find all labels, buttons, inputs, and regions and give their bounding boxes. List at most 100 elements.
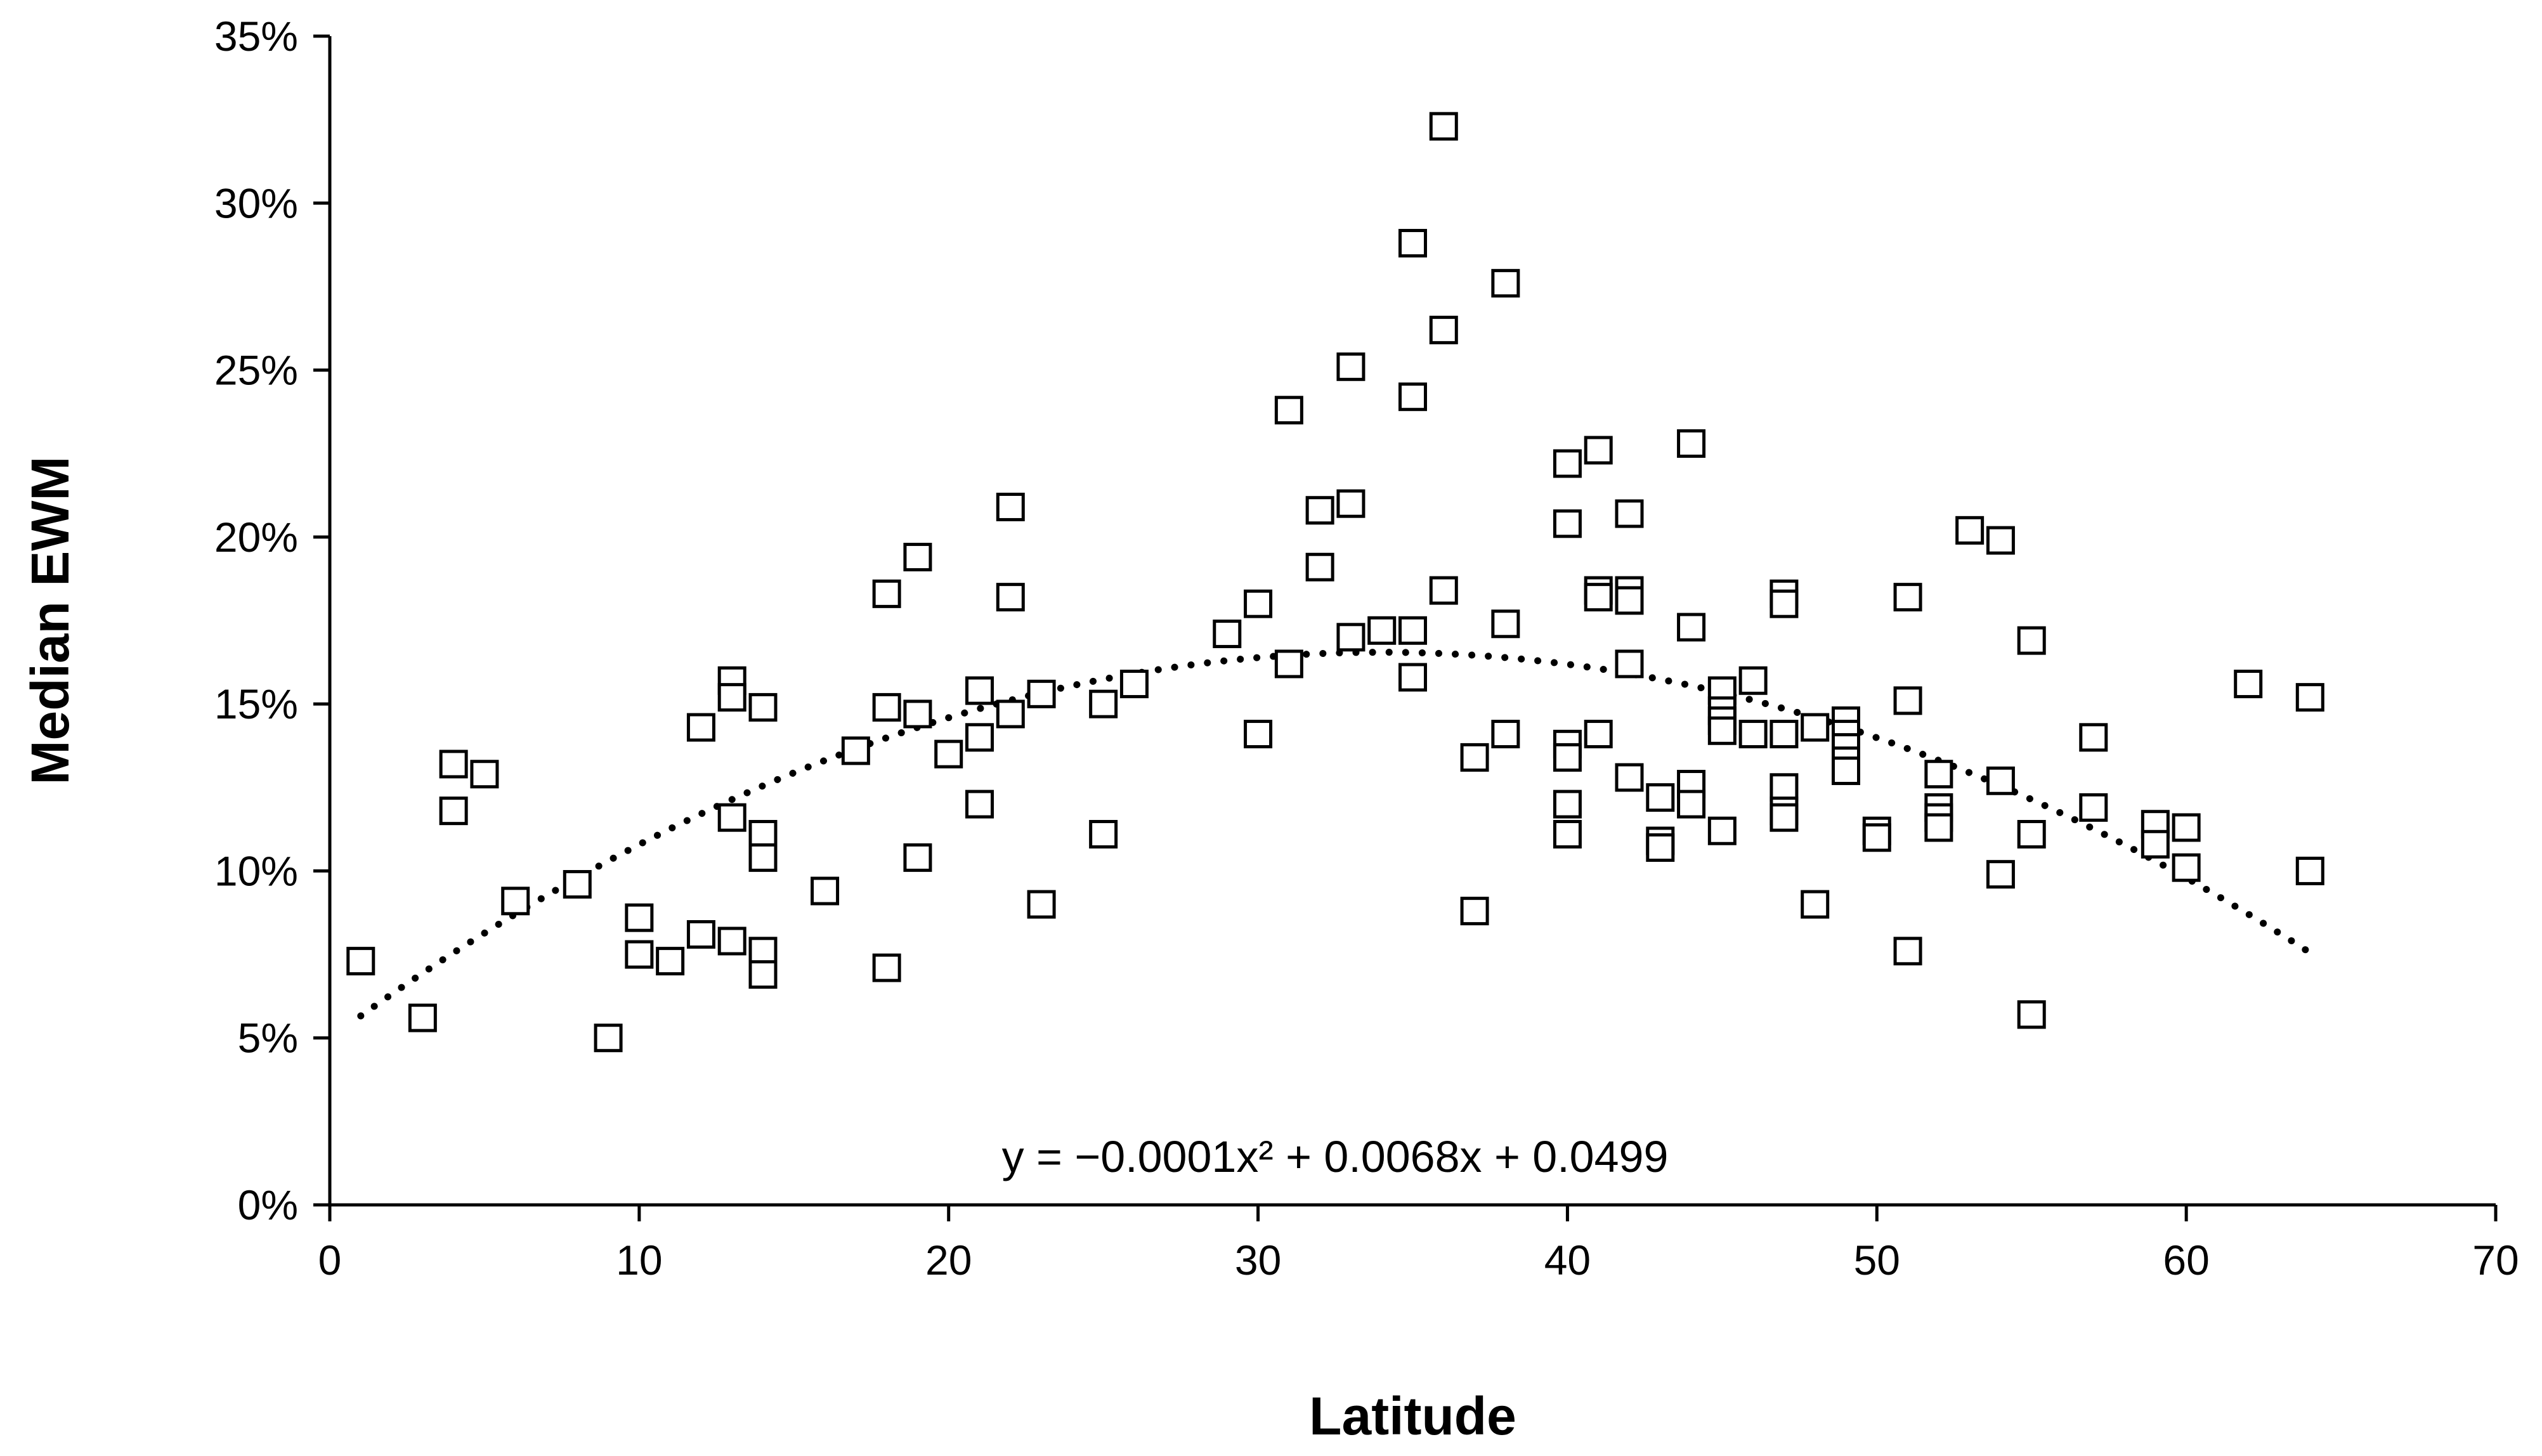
data-point <box>1646 833 1675 862</box>
data-point <box>1119 670 1149 699</box>
data-point <box>1986 526 2015 555</box>
x-tick-label: 60 <box>2163 1237 2209 1284</box>
data-point <box>1801 890 1830 919</box>
data-point <box>2172 813 2201 842</box>
x-tick-label: 70 <box>2472 1237 2519 1284</box>
data-point <box>1924 813 1953 842</box>
data-point <box>1615 763 1644 792</box>
data-point <box>2172 853 2201 882</box>
x-tick-label: 50 <box>1854 1237 1900 1284</box>
data-point <box>1274 649 1303 679</box>
data-point <box>1398 228 1427 257</box>
data-point <box>1027 679 1056 708</box>
trendline-group <box>357 648 2314 1020</box>
data-point <box>2234 670 2263 699</box>
data-point <box>903 843 932 872</box>
data-point <box>2017 626 2046 655</box>
data-point <box>903 542 932 571</box>
data-point <box>1336 623 1366 652</box>
data-point <box>872 579 901 608</box>
data-point <box>1336 352 1366 381</box>
data-point <box>1677 790 1706 819</box>
data-point <box>1707 716 1737 745</box>
data-point <box>1553 790 1582 819</box>
data-point <box>2017 820 2046 849</box>
data-point <box>2141 829 2170 859</box>
data-point <box>408 1003 437 1032</box>
data-point <box>1460 897 1489 926</box>
data-point <box>1244 589 1273 618</box>
data-point <box>996 699 1025 729</box>
data-point <box>470 760 499 789</box>
data-point <box>1615 649 1644 679</box>
data-point <box>439 750 468 779</box>
y-tick-label: 15% <box>214 680 298 727</box>
y-tick-label: 10% <box>214 847 298 894</box>
data-point <box>1707 816 1737 845</box>
data-point <box>717 803 746 832</box>
data-point <box>903 699 932 729</box>
data-point <box>1089 820 1118 849</box>
data-point <box>1955 516 1985 545</box>
data-point <box>1460 743 1489 772</box>
data-point <box>1615 499 1644 528</box>
data-point <box>1274 396 1303 425</box>
data-point <box>1615 586 1644 615</box>
x-tick-label: 10 <box>616 1237 662 1284</box>
labels-group: Latitude Median EWM y = −0.0001x² + 0.00… <box>20 457 1668 1446</box>
data-point <box>872 953 901 982</box>
data-point <box>1893 583 1922 612</box>
data-point <box>996 492 1025 521</box>
y-tick-label: 20% <box>214 514 298 561</box>
data-point <box>1367 616 1397 645</box>
data-point <box>965 790 994 819</box>
x-axis-title: Latitude <box>1309 1386 1516 1446</box>
data-point <box>965 723 994 752</box>
data-point <box>1646 783 1675 812</box>
data-point <box>1429 112 1458 141</box>
trendline <box>357 648 2314 1020</box>
data-point <box>1801 713 1830 742</box>
data-point <box>1305 552 1334 582</box>
data-point <box>1398 616 1427 645</box>
data-point <box>1986 860 2015 889</box>
data-points-group <box>346 112 2324 1053</box>
data-point <box>748 843 778 872</box>
data-point <box>1986 766 2015 795</box>
data-point <box>2295 683 2324 712</box>
data-point <box>748 960 778 989</box>
data-point <box>1398 663 1427 692</box>
data-point <box>748 937 778 966</box>
data-point <box>1584 583 1613 612</box>
data-point <box>625 940 654 969</box>
data-point <box>1553 743 1582 772</box>
data-point <box>1553 820 1582 849</box>
data-point <box>1738 720 1768 749</box>
axes-group: 0% 5% 10% 15% 20% 25% 30% 35% 0 10 20 30 40 50 60 70 <box>214 13 2519 1284</box>
data-point <box>1305 496 1334 525</box>
data-point <box>1213 620 1242 649</box>
data-point <box>1429 576 1458 605</box>
data-point <box>748 820 778 849</box>
data-point <box>1677 429 1706 458</box>
data-point <box>1770 589 1799 618</box>
data-point <box>1429 315 1458 344</box>
y-tick-label: 30% <box>214 179 298 226</box>
data-point <box>594 1024 623 1053</box>
data-point <box>1491 269 1520 298</box>
x-tick-label: 40 <box>1544 1237 1591 1284</box>
data-point <box>1553 509 1582 538</box>
data-point <box>1738 666 1768 695</box>
x-tick-label: 20 <box>925 1237 972 1284</box>
data-point <box>1553 449 1582 478</box>
data-point <box>439 796 468 826</box>
data-point <box>1770 803 1799 832</box>
data-point <box>1089 689 1118 718</box>
y-tick-label: 25% <box>214 347 298 394</box>
y-tick-label: 5% <box>238 1015 298 1062</box>
data-point <box>1893 686 1922 715</box>
data-point <box>346 947 375 976</box>
x-tick-label: 0 <box>318 1237 342 1284</box>
data-point <box>686 920 715 949</box>
